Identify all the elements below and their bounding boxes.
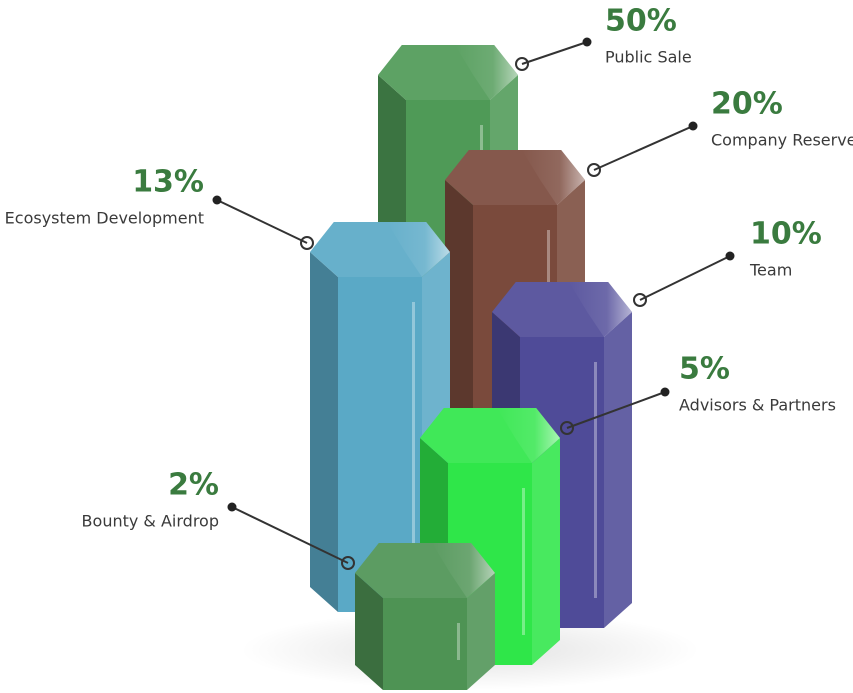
value-label: 5% [679,352,730,387]
prism-shine [457,623,460,660]
value-label: 50% [605,4,677,39]
prism-left-face [445,180,473,470]
category-label: Ecosystem Development [5,209,204,228]
prism-front-face [338,277,422,612]
leader-end [341,556,355,570]
prism-right-face [532,438,560,665]
leader-end [633,293,647,307]
prism-left-face [310,252,338,612]
category-label: Advisors & Partners [679,396,836,415]
value-label: 20% [711,87,783,122]
category-label: Bounty & Airdrop [82,512,219,531]
prism [355,543,495,690]
value-label: 13% [132,165,204,200]
value-label: 10% [750,217,822,252]
prism-top-shine [387,222,450,277]
leader-line [639,255,731,301]
prism-shine [522,488,525,635]
category-label: Team [749,261,792,280]
prism-top-shine [432,543,495,598]
prism-shine [594,362,597,598]
leader-end [587,163,601,177]
leader-line [593,125,694,171]
leader-line [231,506,349,564]
leader-dot [212,195,222,205]
prism-right-face [467,573,495,690]
leader-dot [688,121,698,131]
leader-end [515,57,529,71]
leader-dot [725,251,735,261]
category-label: Company Reserve [711,131,853,150]
leader-dot [227,502,237,512]
prism-top-shine [497,408,560,463]
leader-line [216,199,308,244]
leader-dot [582,37,592,47]
category-label: Public Sale [605,48,692,67]
prism-shine [412,302,415,582]
prism-top-shine [455,45,518,100]
prism-top-shine [569,282,632,337]
leader-end [560,421,574,435]
value-label: 2% [168,468,219,503]
leader-dot [660,387,670,397]
prism-front-face [383,598,467,690]
leader-line [521,41,588,65]
prism-left-face [355,573,383,690]
leader-line [566,391,666,429]
prism-right-face [604,312,632,628]
prism-top-shine [522,150,585,205]
leader-end [300,236,314,250]
